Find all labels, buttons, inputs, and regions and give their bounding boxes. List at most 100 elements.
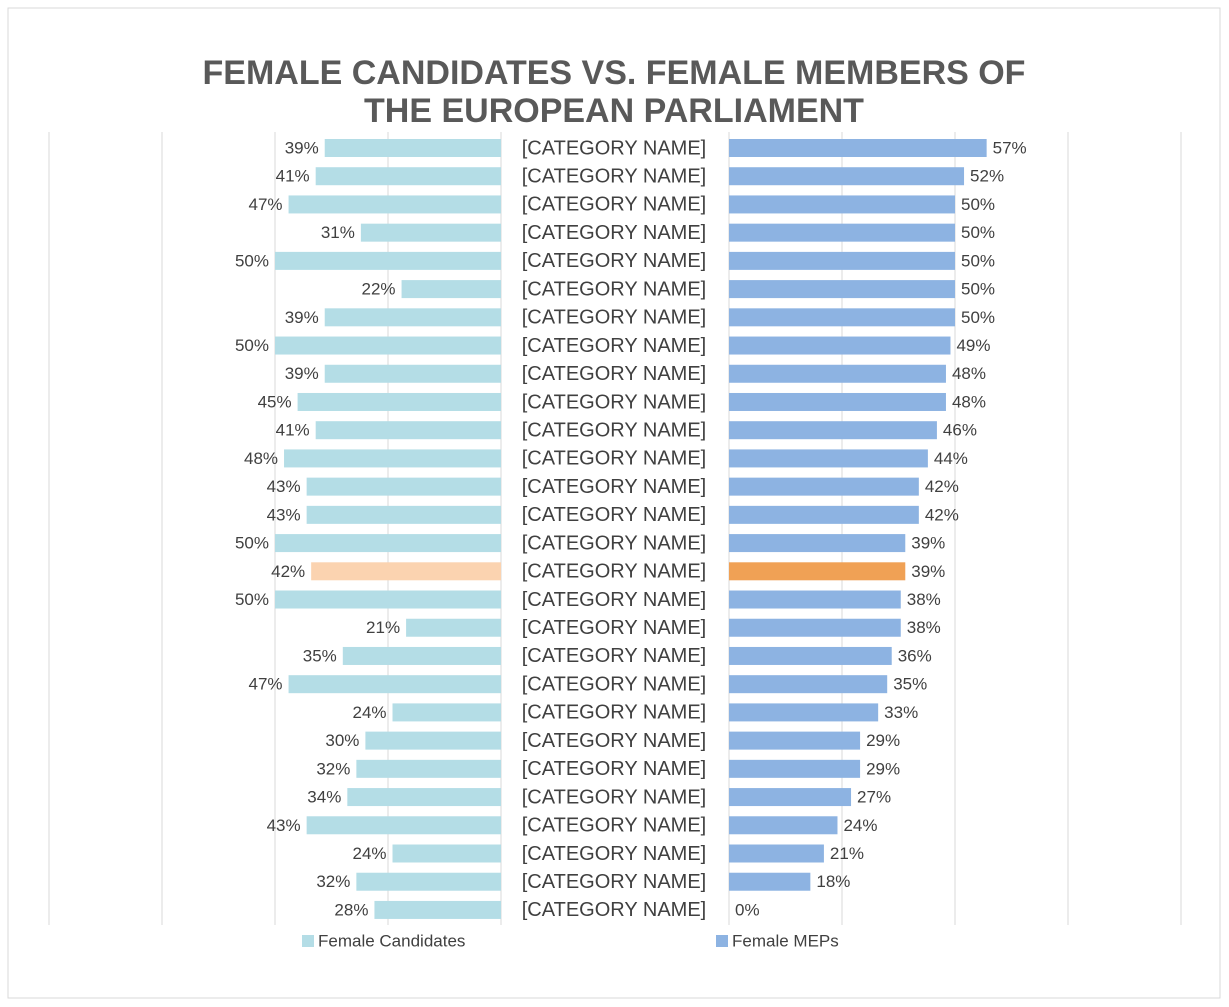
data-label: 32%: [316, 872, 350, 891]
category-label: [CATEGORY NAME]: [522, 815, 706, 837]
category-label: [CATEGORY NAME]: [522, 363, 706, 385]
bar: [356, 872, 501, 891]
category-label: [CATEGORY NAME]: [522, 448, 706, 470]
data-label: 48%: [952, 392, 986, 411]
legend-swatch: [716, 935, 728, 947]
data-label: 41%: [276, 421, 310, 440]
data-label: 47%: [249, 195, 283, 214]
bar: [347, 788, 501, 807]
category-label: [CATEGORY NAME]: [522, 758, 706, 780]
bar: [406, 618, 501, 637]
data-label: 21%: [366, 618, 400, 637]
bar: [315, 421, 501, 440]
data-label: 36%: [898, 646, 932, 665]
bar: [374, 900, 501, 919]
data-label: 30%: [325, 731, 359, 750]
data-label: 31%: [321, 223, 355, 242]
data-label: 50%: [235, 590, 269, 609]
category-label: [CATEGORY NAME]: [522, 871, 706, 893]
bar: [729, 308, 955, 327]
data-label: 22%: [362, 280, 396, 299]
data-label: 46%: [943, 421, 977, 440]
data-label: 49%: [956, 336, 990, 355]
bar: [275, 590, 501, 609]
data-label: 28%: [334, 900, 368, 919]
category-label: [CATEGORY NAME]: [522, 166, 706, 188]
bar: [729, 844, 824, 863]
data-label: 52%: [970, 167, 1004, 186]
data-label: 35%: [303, 646, 337, 665]
category-label: [CATEGORY NAME]: [522, 843, 706, 865]
bar: [729, 590, 901, 609]
bar: [297, 392, 501, 411]
category-label: [CATEGORY NAME]: [522, 617, 706, 639]
bar: [729, 646, 892, 665]
bar: [729, 562, 906, 581]
bar: [311, 562, 501, 581]
data-label: 0%: [735, 900, 760, 919]
bar: [729, 364, 946, 383]
data-label: 50%: [961, 223, 995, 242]
bar: [729, 251, 955, 270]
data-label: 50%: [961, 195, 995, 214]
category-label: [CATEGORY NAME]: [522, 532, 706, 554]
bar: [306, 505, 501, 524]
bar: [365, 731, 501, 750]
data-label: 29%: [866, 731, 900, 750]
bar: [729, 449, 928, 468]
bar: [729, 139, 987, 157]
bar: [284, 449, 501, 468]
category-label: [CATEGORY NAME]: [522, 391, 706, 413]
data-label: 38%: [907, 618, 941, 637]
data-label: 39%: [285, 308, 319, 327]
bar: [729, 675, 888, 694]
data-label: 42%: [271, 562, 305, 581]
bar: [306, 816, 501, 835]
data-label: 24%: [352, 844, 386, 863]
bar: [392, 844, 501, 863]
bar: [324, 139, 501, 157]
bar: [324, 308, 501, 327]
bar: [729, 731, 861, 750]
data-label: 47%: [249, 675, 283, 694]
bar: [315, 167, 501, 186]
data-label: 41%: [276, 167, 310, 186]
bar: [729, 223, 955, 242]
bar: [324, 364, 501, 383]
data-label: 38%: [907, 590, 941, 609]
category-label: [CATEGORY NAME]: [522, 194, 706, 216]
data-label: 43%: [267, 816, 301, 835]
category-label: [CATEGORY NAME]: [522, 702, 706, 724]
data-label: 50%: [961, 251, 995, 270]
data-label: 45%: [258, 392, 292, 411]
bar: [729, 167, 965, 186]
data-label: 39%: [911, 534, 945, 553]
data-label: 42%: [925, 505, 959, 524]
data-label: 35%: [893, 675, 927, 694]
bar: [729, 392, 946, 411]
bar: [729, 872, 811, 891]
bar: [275, 534, 501, 553]
data-label: 39%: [285, 138, 319, 157]
data-label: 50%: [235, 534, 269, 553]
bar: [306, 477, 501, 496]
data-label: 33%: [884, 703, 918, 722]
data-label: 39%: [911, 562, 945, 581]
bar: [729, 477, 919, 496]
data-label: 50%: [235, 251, 269, 270]
category-label: [CATEGORY NAME]: [522, 673, 706, 695]
category-label: [CATEGORY NAME]: [522, 335, 706, 357]
chart-border: [7, 7, 1221, 999]
data-label: 18%: [816, 872, 850, 891]
category-label: [CATEGORY NAME]: [522, 137, 706, 159]
bar: [729, 618, 901, 637]
category-label: [CATEGORY NAME]: [522, 250, 706, 272]
data-label: 27%: [857, 788, 891, 807]
data-label: 29%: [866, 759, 900, 778]
data-label: 50%: [235, 336, 269, 355]
bar: [729, 788, 852, 807]
category-label: [CATEGORY NAME]: [522, 278, 706, 300]
category-label: [CATEGORY NAME]: [522, 730, 706, 752]
category-label: [CATEGORY NAME]: [522, 899, 706, 921]
bar: [729, 421, 937, 440]
